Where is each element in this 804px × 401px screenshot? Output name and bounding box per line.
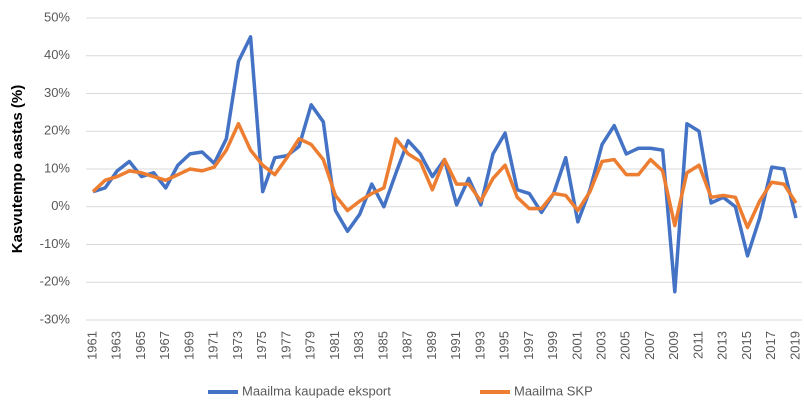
x-tick-label: 1993	[472, 331, 487, 360]
x-tick-label: 1961	[84, 331, 99, 360]
x-tick-label: 1967	[157, 331, 172, 360]
y-tick-label: 40%	[44, 47, 70, 62]
y-tick-label: 30%	[44, 85, 70, 100]
x-tick-label: 1979	[303, 331, 318, 360]
x-tick-label: 2013	[715, 331, 730, 360]
series-line	[92, 35, 798, 294]
x-tick-label: 1995	[497, 331, 512, 360]
x-tick-label: 1987	[400, 331, 415, 360]
y-tick-label: -30%	[40, 311, 71, 326]
y-axis-title: Kasvutempo aastas (%)	[9, 85, 26, 253]
x-tick-label: 1983	[351, 331, 366, 360]
x-tick-label: 1999	[545, 331, 560, 360]
legend-label: Maailma SKP	[514, 383, 593, 398]
y-tick-label: 0%	[51, 198, 70, 213]
x-tick-label: 2007	[642, 331, 657, 360]
x-tick-label: 2015	[739, 331, 754, 360]
x-tick-label: 1971	[206, 331, 221, 360]
y-tick-label: -10%	[40, 236, 71, 251]
x-tick-label: 2011	[690, 331, 705, 359]
y-tick-label: 10%	[44, 160, 70, 175]
x-tick-label: 1969	[181, 331, 196, 360]
x-tick-label: 1997	[521, 331, 536, 360]
y-tick-label: 20%	[44, 123, 70, 138]
x-tick-label: 1981	[327, 331, 342, 360]
x-tick-label: 1989	[424, 331, 439, 360]
legend-label: Maailma kaupade eksport	[242, 383, 391, 398]
x-tick-label: 1975	[254, 331, 269, 360]
x-tick-label: 2019	[787, 331, 802, 360]
x-tick-label: 1977	[278, 331, 293, 360]
y-tick-label: 50%	[44, 9, 70, 24]
x-tick-label: 2005	[618, 331, 633, 360]
y-tick-label: -20%	[40, 274, 71, 289]
x-tick-label: 2017	[763, 331, 778, 360]
series-line	[91, 121, 798, 230]
x-tick-label: 1963	[109, 331, 124, 360]
x-tick-label: 1985	[375, 331, 390, 360]
x-tick-label: 2001	[569, 331, 584, 360]
x-tick-label: 1973	[230, 331, 245, 360]
x-tick-label: 1965	[133, 331, 148, 360]
x-tick-label: 1991	[448, 331, 463, 360]
x-tick-label: 2003	[594, 331, 609, 360]
x-tick-label: 2009	[666, 331, 681, 360]
